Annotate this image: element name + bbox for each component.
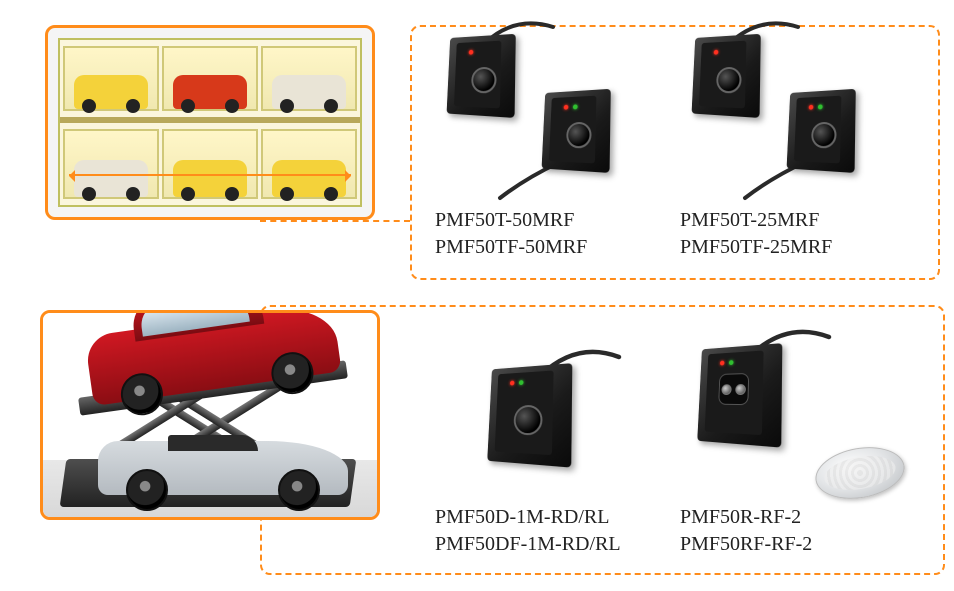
callout-connector-top	[260, 220, 410, 222]
parking-garage-illustration	[58, 38, 362, 207]
sensor-pair-icon	[435, 35, 680, 205]
sensor-with-reflector-icon	[680, 340, 925, 510]
car-lower-silver	[98, 441, 348, 495]
sensor-pair-icon	[680, 35, 925, 205]
product-group-1: PMF50T-50MRF PMF50TF-50MRF	[435, 35, 680, 261]
product-group-2: PMF50T-25MRF PMF50TF-25MRF	[680, 35, 925, 261]
product-label: PMF50TF-50MRF	[435, 234, 680, 261]
application-image-parking-garage	[45, 25, 375, 220]
product-label: PMF50DF-1M-RD/RL	[435, 531, 680, 558]
sensor-single-icon	[435, 340, 680, 510]
product-group-4: PMF50R-RF-2 PMF50RF-RF-2	[680, 340, 925, 558]
car-lift-illustration	[43, 313, 377, 517]
reflector-icon	[811, 441, 908, 506]
product-group-3: PMF50D-1M-RD/RL PMF50DF-1M-RD/RL	[435, 340, 680, 558]
product-label: PMF50RF-RF-2	[680, 531, 925, 558]
product-label: PMF50TF-25MRF	[680, 234, 925, 261]
application-image-car-lift	[40, 310, 380, 520]
